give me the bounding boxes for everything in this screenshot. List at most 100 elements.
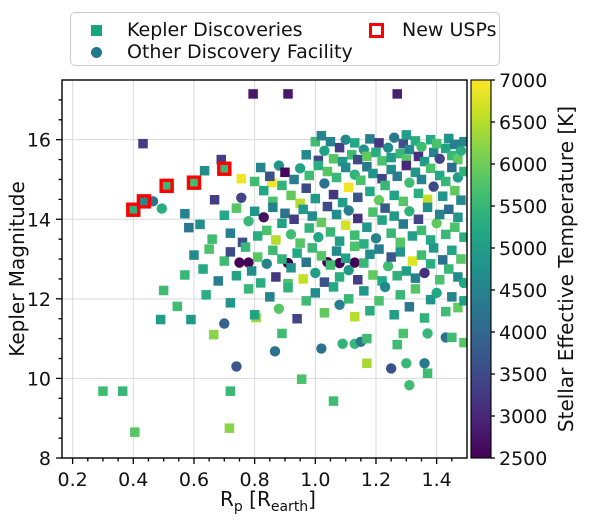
data-point-circle [404, 379, 415, 391]
data-point-square [296, 374, 307, 384]
data-point-square [298, 204, 308, 215]
data-point-square [130, 427, 140, 437]
data-point-square [459, 232, 467, 242]
svg-text:1.0: 1.0 [300, 469, 330, 491]
new-usp-points [126, 161, 232, 217]
data-point-square [447, 150, 457, 161]
legend-label-kepler: Kepler Discoveries [127, 19, 303, 41]
x-label-base: R [220, 487, 234, 511]
data-point-square [319, 308, 330, 318]
data-point-square [392, 339, 402, 350]
data-point-square [395, 290, 406, 300]
data-point-square [386, 252, 396, 262]
data-point-square [328, 189, 339, 200]
x-axis-label: Rp [Rearth] [220, 487, 316, 515]
data-point-square [401, 160, 412, 171]
data-point-square [209, 195, 220, 205]
data-point-square [289, 174, 299, 185]
legend-entry-kepler: Kepler Discoveries [91, 20, 303, 40]
svg-text:0.4: 0.4 [118, 469, 148, 491]
data-point-square [374, 244, 384, 254]
data-point-square [283, 282, 293, 293]
svg-text:14: 14 [27, 209, 51, 231]
data-point-square [310, 136, 321, 147]
legend-entry-other: Other Discovery Facility [91, 42, 353, 62]
data-point-square [404, 302, 415, 312]
legend-label-other: Other Discovery Facility [127, 41, 353, 63]
x-label-sub-p: p [233, 499, 243, 515]
data-point-circle [419, 358, 430, 369]
data-point-square [331, 246, 342, 256]
data-point-square [374, 138, 384, 148]
data-point-square [395, 237, 406, 248]
data-point-square [325, 260, 336, 270]
data-point-square [98, 386, 108, 396]
data-point-square [117, 386, 128, 396]
data-point-square [337, 156, 348, 167]
data-point-circle [340, 134, 351, 145]
data-point-square [265, 171, 275, 182]
data-point-square [172, 301, 183, 312]
colorbar [470, 79, 492, 459]
data-point-square [365, 134, 375, 144]
data-point-square [356, 175, 366, 186]
svg-text:1.4: 1.4 [422, 469, 452, 491]
new-usp-point [159, 178, 174, 194]
data-point-square [395, 148, 406, 159]
legend-label-usp: New USPs [402, 19, 497, 41]
data-point-circle [236, 192, 247, 203]
data-point-square [389, 211, 399, 221]
data-point-square [224, 423, 235, 433]
data-point-square [304, 223, 314, 233]
data-point-square [237, 237, 248, 248]
data-point-square [407, 256, 418, 266]
data-point-square [219, 210, 230, 221]
svg-text:6000: 6000 [499, 154, 547, 176]
data-point-square [425, 259, 436, 269]
kepler-square-icon [91, 24, 102, 36]
data-point-square [444, 264, 454, 274]
data-point-square [434, 274, 445, 285]
data-point-circle [219, 318, 230, 329]
data-point-square [453, 272, 463, 282]
data-point-square [392, 171, 402, 182]
data-point-square [334, 142, 345, 153]
data-point-circle [373, 194, 385, 206]
data-point-square [243, 284, 254, 294]
data-point-square [198, 264, 208, 274]
data-point-square [434, 170, 445, 181]
data-point-square [277, 218, 287, 228]
data-point-square [410, 136, 421, 146]
data-point-circle [419, 267, 430, 279]
svg-text:6500: 6500 [499, 112, 547, 134]
data-point-circle [310, 267, 321, 279]
svg-text:0.2: 0.2 [58, 469, 88, 491]
data-point-square [340, 162, 351, 173]
data-point-circle [231, 361, 242, 372]
data-point-square [377, 173, 387, 184]
data-point-square [301, 257, 311, 267]
data-point-square [410, 284, 421, 294]
data-point-circle [313, 231, 324, 243]
data-point-circle [388, 132, 400, 143]
data-point-square [301, 150, 311, 160]
data-point-square [422, 202, 433, 213]
data-point-square [453, 212, 463, 223]
data-point-square [374, 296, 384, 306]
data-point-square [368, 168, 378, 179]
data-point-square [208, 329, 219, 340]
data-point-square [219, 256, 230, 266]
data-point-square [401, 130, 412, 140]
data-point-square [255, 278, 266, 288]
data-point-square [298, 274, 308, 284]
data-point-square [386, 164, 396, 175]
data-point-square [286, 263, 296, 273]
data-point-square [262, 225, 272, 236]
svg-text:3500: 3500 [499, 364, 547, 386]
data-point-square [395, 247, 406, 257]
data-point-circle [294, 163, 306, 174]
data-point-square [322, 166, 333, 177]
data-point-square [353, 154, 363, 165]
data-point-square [453, 302, 463, 313]
data-point-square [286, 190, 296, 201]
